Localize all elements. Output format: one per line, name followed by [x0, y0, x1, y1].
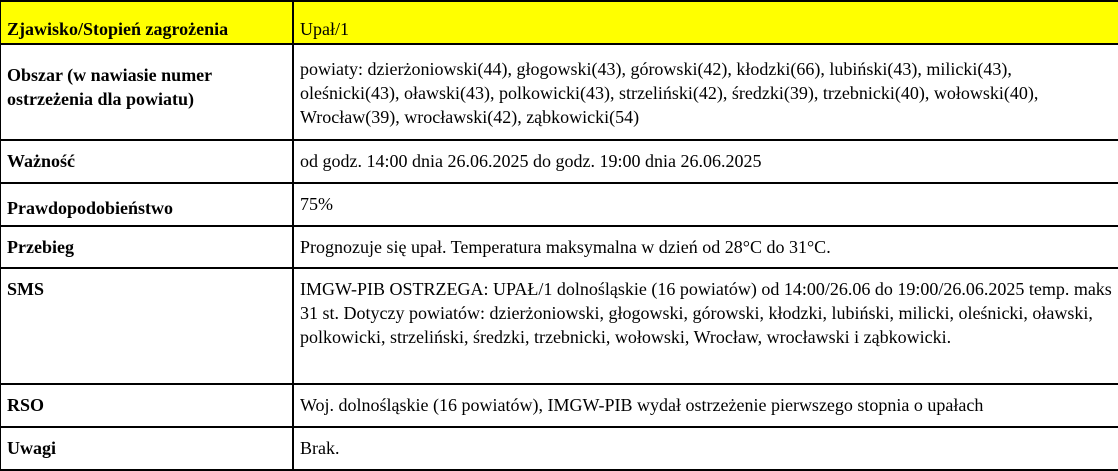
row-label: SMS — [0, 267, 294, 385]
table-row-area: Obszar (w nawiasie numer ostrzeżenia dla… — [0, 43, 1118, 141]
row-label: Uwagi — [0, 426, 294, 471]
row-label: Obszar (w nawiasie numer ostrzeżenia dla… — [0, 43, 294, 141]
table-row-rso: RSO Woj. dolnośląskie (16 powiatów), IMG… — [0, 383, 1118, 428]
table-row-course: Przebieg Prognozuje się upał. Temperatur… — [0, 225, 1118, 269]
table-row-notes: Uwagi Brak. — [0, 426, 1118, 471]
table-row-probability: Prawdopodobieństwo 75% — [0, 182, 1118, 227]
header-value: Upał/1 — [292, 0, 1118, 45]
header-row: Zjawisko/Stopień zagrożenia Upał/1 — [0, 0, 1118, 45]
header-label: Zjawisko/Stopień zagrożenia — [0, 0, 294, 45]
row-value: od godz. 14:00 dnia 26.06.2025 do godz. … — [292, 139, 1118, 184]
row-value: Prognozuje się upał. Temperatura maksyma… — [292, 225, 1118, 269]
table-row-validity: Ważność od godz. 14:00 dnia 26.06.2025 d… — [0, 139, 1118, 184]
row-value: Woj. dolnośląskie (16 powiatów), IMGW-PI… — [292, 383, 1118, 428]
row-label: Ważność — [0, 139, 294, 184]
row-label: Prawdopodobieństwo — [0, 182, 294, 227]
row-value: Brak. — [292, 426, 1118, 471]
row-label: Przebieg — [0, 225, 294, 269]
table-row-sms: SMS IMGW-PIB OSTRZEGA: UPAŁ/1 dolnośląsk… — [0, 267, 1118, 385]
row-label: RSO — [0, 383, 294, 428]
row-value: IMGW-PIB OSTRZEGA: UPAŁ/1 dolnośląskie (… — [292, 267, 1118, 385]
row-value: powiaty: dzierżoniowski(44), głogowski(4… — [292, 43, 1118, 141]
row-value: 75% — [292, 182, 1118, 227]
